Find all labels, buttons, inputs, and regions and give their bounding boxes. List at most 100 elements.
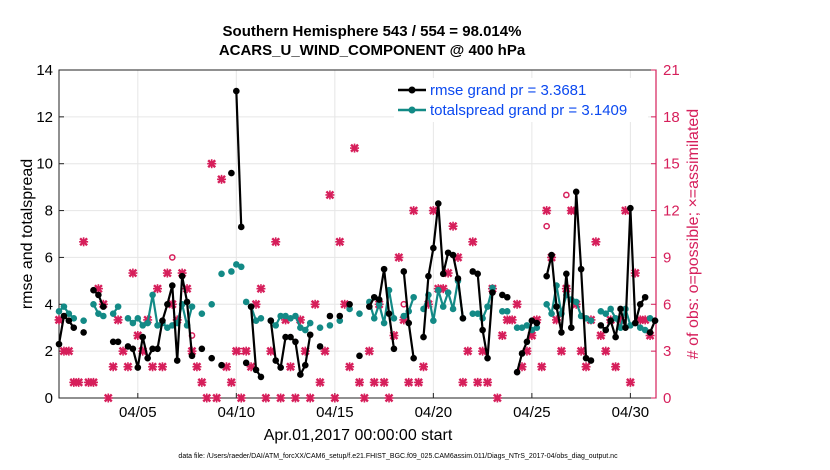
spread-point <box>390 315 398 322</box>
rmse-point <box>543 272 550 280</box>
obs-assimilated-marker <box>261 393 271 403</box>
obs-assimilated-marker <box>241 346 251 356</box>
spread-line-segment <box>58 305 75 320</box>
spread-point <box>646 315 654 322</box>
rmse-point <box>370 293 378 301</box>
obs-assimilated-marker <box>315 377 325 387</box>
spread-point <box>380 319 388 327</box>
rmse-point <box>454 275 462 282</box>
rmse-point <box>90 286 97 294</box>
obs-assimilated-marker <box>310 299 320 309</box>
spread-point <box>474 310 481 317</box>
rmse-point <box>405 319 413 327</box>
spread-point <box>356 310 363 317</box>
spread-point <box>434 286 442 294</box>
obs-assimilated-marker <box>157 362 167 372</box>
x-tick-label: 04/10 <box>218 404 256 421</box>
spread-point <box>109 310 117 317</box>
rmse-point <box>572 188 580 196</box>
rmse-line-segment <box>235 91 243 228</box>
obs-assimilated-marker <box>226 377 236 387</box>
rmse-point <box>60 312 68 320</box>
rmse-point <box>242 359 250 367</box>
obs-assimilated-marker <box>354 377 364 387</box>
obs-assimilated-marker <box>330 393 340 403</box>
rmse-point <box>178 272 186 280</box>
spread-point <box>139 322 147 329</box>
spread-point <box>287 315 294 322</box>
spread-point <box>252 317 260 324</box>
rmse-point <box>144 354 151 362</box>
rmse-point <box>602 326 610 334</box>
spread-point <box>257 315 265 322</box>
spread-point <box>336 317 344 324</box>
spread-point <box>242 298 250 306</box>
rmse-point <box>558 329 565 336</box>
obs-possible-marker <box>567 207 575 214</box>
obs-assimilated-marker <box>290 393 300 403</box>
spread-point <box>188 303 196 310</box>
right-tick-label: 12 <box>663 203 680 220</box>
rmse-point <box>208 354 215 362</box>
rmse-point <box>612 333 619 341</box>
rmse-point <box>646 329 654 336</box>
obs-assimilated-marker <box>153 284 163 294</box>
y-tick-label: 10 <box>36 156 53 173</box>
y-tick-label: 8 <box>45 203 53 220</box>
y-tick-label: 6 <box>45 249 53 266</box>
rmse-point <box>553 303 560 310</box>
obs-assimilated-marker <box>556 346 566 356</box>
spread-point <box>597 308 605 315</box>
rmse-point <box>582 354 590 362</box>
spread-point <box>237 263 245 271</box>
spread-point <box>627 322 634 329</box>
spread-point <box>587 317 595 324</box>
obs-assimilated-marker <box>79 237 89 247</box>
obs-possible-marker <box>55 316 63 324</box>
rmse-point <box>479 326 486 334</box>
spread-point <box>198 310 206 317</box>
rmse-point <box>252 366 260 374</box>
x-tick-label: 04/25 <box>513 404 551 421</box>
obs-assimilated-marker <box>335 237 345 247</box>
obs-assimilated-marker <box>103 393 113 403</box>
obs-assimilated-marker <box>492 393 502 403</box>
spread-point <box>124 315 132 322</box>
rmse-point <box>533 319 541 327</box>
rmse-point <box>287 333 294 341</box>
obs-assimilated-marker <box>192 362 202 372</box>
rmse-point <box>272 357 280 364</box>
rmse-point <box>632 319 639 327</box>
obs-assimilated-marker <box>448 221 458 231</box>
spread-point <box>164 324 171 332</box>
obs-assimilated-marker <box>113 315 123 325</box>
rmse-point <box>282 333 289 341</box>
obs-assimilated-marker <box>236 393 246 403</box>
rmse-point <box>430 244 437 252</box>
obs-assimilated-marker <box>305 393 315 403</box>
rmse-point <box>95 291 102 299</box>
rmse-point <box>449 251 457 259</box>
spread-point <box>641 326 649 334</box>
spread-point <box>518 324 526 332</box>
x-tick-label: 04/05 <box>119 404 157 421</box>
spread-point <box>218 270 225 278</box>
rmse-point <box>356 352 363 360</box>
spread-point <box>400 312 408 320</box>
rmse-point <box>489 289 496 296</box>
obs-assimilated-marker <box>64 346 74 356</box>
spread-point <box>449 305 457 313</box>
rmse-point <box>567 324 575 332</box>
rmse-point <box>434 200 442 207</box>
rmse-point <box>651 317 659 324</box>
spread-point <box>543 300 550 308</box>
obs-assimilated-marker <box>276 393 286 403</box>
series-rmse <box>55 87 659 381</box>
obs-assimilated-marker <box>409 206 419 216</box>
obs-assimilated-marker <box>148 362 158 372</box>
rmse-point <box>439 270 447 278</box>
right-tick-label: 9 <box>663 249 671 266</box>
rmse-point <box>390 345 398 353</box>
obs-assimilated-marker <box>350 143 360 153</box>
obs-possible-marker <box>237 347 245 355</box>
